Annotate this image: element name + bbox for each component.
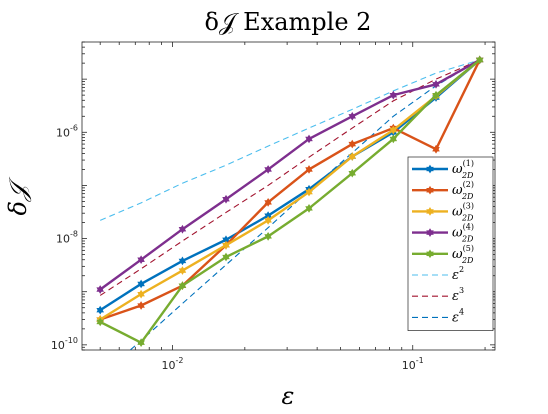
data-point [305, 187, 313, 197]
data-point [178, 281, 187, 291]
data-point [426, 249, 434, 259]
data-point [137, 301, 145, 310]
data-point [137, 279, 145, 289]
data-point [222, 252, 230, 262]
data-point [305, 165, 313, 174]
data-point [426, 185, 434, 195]
x-tick-label: 10-1 [402, 356, 424, 372]
series-line-8 [129, 59, 480, 350]
series-line-4 [99, 58, 481, 291]
y-tick-label: 10-6 [56, 123, 78, 139]
data-point [348, 152, 357, 161]
data-point [264, 232, 272, 241]
y-tick-label: 10-10 [51, 336, 78, 352]
data-point [178, 266, 187, 275]
data-point [178, 224, 187, 234]
data-point [475, 55, 484, 65]
data-point [348, 111, 357, 121]
series-line-1 [99, 59, 481, 312]
plot-area: 10-2 10-1 10-10 10-8 10-6 [51, 41, 496, 372]
legend-label-1: ω(1) 2D [452, 159, 474, 180]
series-line-6 [99, 59, 480, 221]
data-point [432, 144, 440, 154]
data-point [432, 90, 440, 100]
data-point [305, 204, 313, 213]
y-axis-label: δ𝒥 [4, 176, 32, 215]
series-group [96, 55, 484, 350]
legend-label-4: ω(4) 2D [452, 223, 474, 244]
data-point [222, 240, 230, 250]
legend-label-3: ω(3) 2D [452, 201, 474, 222]
data-point [389, 90, 398, 100]
data-point [96, 285, 104, 294]
data-point [348, 168, 357, 178]
data-point [389, 125, 398, 135]
data-point [178, 256, 187, 266]
data-point [137, 338, 145, 348]
data-point [426, 228, 434, 237]
data-point [137, 255, 145, 265]
axes-box [81, 41, 496, 351]
chart-title: δ𝒥 Example 2 [205, 8, 372, 36]
legend-label-2: ω(2) 2D [452, 180, 474, 201]
legend-label-7: ε3 [452, 286, 464, 304]
data-point [96, 317, 104, 327]
data-point [137, 289, 145, 299]
legend-box [407, 156, 494, 331]
legend-label-6: ε2 [452, 265, 464, 283]
data-point [96, 305, 104, 315]
x-tick-label: 10-2 [162, 356, 184, 372]
data-point [389, 134, 398, 144]
data-point [305, 134, 313, 144]
series-line-3 [99, 58, 481, 321]
y-tick-label: 10-8 [56, 230, 78, 246]
data-point [264, 165, 272, 174]
data-point [264, 198, 272, 207]
data-point [426, 207, 434, 216]
data-point [432, 79, 440, 89]
x-axis-label: ε [282, 382, 295, 410]
legend-label-8: ε4 [452, 307, 464, 325]
legend-label-5: ω(5) 2D [452, 244, 474, 265]
data-point [426, 164, 434, 174]
series-line-5 [99, 58, 481, 344]
data-point [348, 139, 357, 149]
data-point [264, 216, 272, 225]
data-point [222, 194, 230, 204]
series-line-2 [99, 59, 481, 321]
